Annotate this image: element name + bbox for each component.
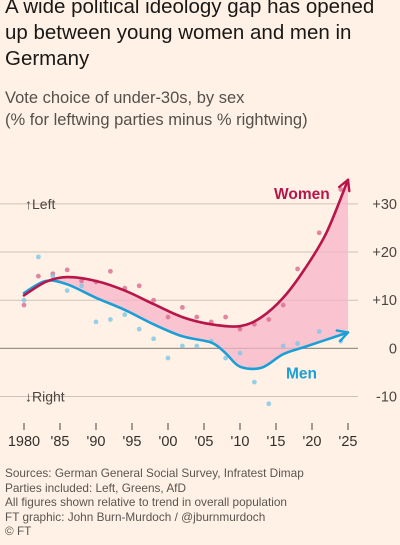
- women-point: [79, 278, 84, 284]
- women-point: [151, 297, 157, 303]
- x-tick-label: '00: [159, 434, 178, 450]
- chart-footer: Sources: German General Social Survey, I…: [5, 466, 397, 539]
- men-point: [266, 401, 272, 407]
- men-point: [165, 355, 171, 361]
- x-tick-label: '20: [303, 434, 322, 450]
- men-point: [64, 288, 70, 293]
- x-tick-label: '25: [339, 434, 358, 450]
- line-chart: +30 +20 +10 0 -10 1980 '85 '90 '95 '00 '05 '10 '15 '2…: [0, 178, 397, 450]
- men-point: [316, 329, 322, 334]
- women-point: [295, 266, 300, 272]
- x-tick-label: '90: [87, 434, 106, 450]
- women-point: [21, 302, 27, 308]
- men-label: Men: [286, 366, 317, 383]
- women-point: [223, 314, 229, 320]
- credit-note: FT graphic: John Burn-Murdoch / @jburnmu…: [5, 509, 266, 524]
- right-direction-label: ↓Right: [25, 389, 65, 405]
- parties-note: Parties included: Left, Greens, AfD: [5, 480, 186, 495]
- sources-note: Sources: German General Social Survey, I…: [5, 466, 304, 480]
- women-arrow: [337, 178, 351, 193]
- left-direction-label: ↑Left: [25, 196, 55, 212]
- x-tick-label: '85: [51, 434, 70, 450]
- women-point: [165, 314, 171, 320]
- men-point: [21, 297, 27, 303]
- women-point: [180, 305, 185, 310]
- women-point: [108, 268, 113, 274]
- copyright-note: © FT: [5, 524, 32, 539]
- men-point: [280, 343, 286, 349]
- men-point: [79, 283, 84, 289]
- chart-title: A wide political ideology gap has opened…: [5, 0, 375, 70]
- men-point: [36, 254, 41, 260]
- x-tick-label: '05: [195, 434, 214, 450]
- men-point: [194, 343, 200, 349]
- men-point: [108, 317, 113, 322]
- men-arrow: [335, 329, 350, 343]
- women-point: [280, 302, 286, 308]
- men-point: [93, 319, 99, 325]
- chart-subtitle: Vote choice of under-30s, by sex (% for …: [5, 87, 397, 131]
- x-tick-label: '15: [267, 434, 286, 450]
- y-tick-label: +30: [372, 197, 397, 213]
- x-tick-label: 1980: [8, 434, 40, 450]
- men-point: [295, 341, 300, 346]
- men-point: [180, 343, 185, 349]
- relative-note: All figures shown relative to trend in o…: [5, 495, 287, 510]
- women-point: [136, 283, 142, 289]
- women-point: [36, 273, 41, 279]
- women-point: [266, 317, 272, 322]
- men-point: [237, 350, 243, 356]
- y-tick-label: +10: [372, 293, 397, 309]
- men-point: [151, 336, 157, 342]
- gap-area: [24, 179, 348, 369]
- men-point: [223, 355, 229, 361]
- women-point: [316, 230, 322, 236]
- men-line: [22, 279, 350, 371]
- y-tick-label: -10: [376, 390, 397, 406]
- women-line: [22, 178, 350, 328]
- x-tick-label: '95: [123, 434, 142, 450]
- x-tick-label: '10: [231, 434, 250, 450]
- men-point: [122, 312, 128, 318]
- subtitle-line-1: Vote choice of under-30s, by sex: [5, 89, 245, 107]
- y-tick-label: +20: [372, 245, 397, 261]
- women-point: [237, 326, 243, 332]
- men-point: [136, 326, 142, 332]
- men-point: [252, 379, 257, 385]
- women-label: Women: [274, 186, 330, 203]
- y-tick-label: 0: [389, 341, 397, 357]
- women-point: [338, 187, 344, 192]
- women-point: [194, 314, 200, 320]
- women-point: [64, 267, 70, 273]
- subtitle-line-2: (% for leftwing parties minus % rightwin…: [5, 111, 308, 129]
- men-point: [50, 273, 56, 279]
